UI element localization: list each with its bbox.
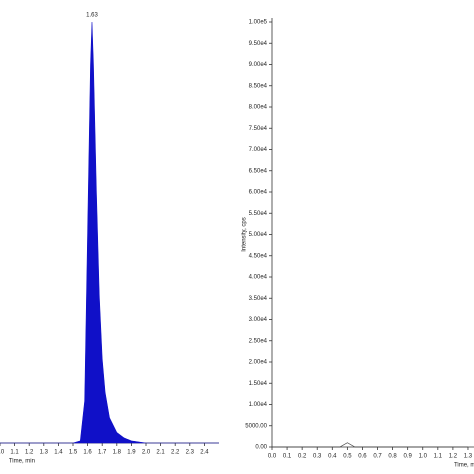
x-tick-label: 2.4 xyxy=(200,450,209,456)
y-tick-label: 9.50e4 xyxy=(249,41,268,47)
x-tick-label: 0.7 xyxy=(373,454,382,460)
x-tick-label: 2.3 xyxy=(186,450,195,456)
y-tick-label: 6.00e4 xyxy=(249,190,268,196)
y-tick-label: 8.00e4 xyxy=(249,105,268,111)
x-axis-label: Time, min xyxy=(9,459,35,465)
y-tick-label: 1.00e4 xyxy=(249,402,268,408)
x-tick-label: 0.5 xyxy=(343,454,352,460)
x-tick-label: 0.6 xyxy=(358,454,367,460)
y-tick-label: 2.50e4 xyxy=(249,338,268,344)
x-tick-label: 0.9 xyxy=(403,454,412,460)
y-tick-label: 3.00e4 xyxy=(249,317,268,323)
peak-label: 1.63 xyxy=(86,13,98,19)
y-tick-label: 8.50e4 xyxy=(249,83,268,89)
trace-line xyxy=(272,442,468,448)
x-tick-label: 0.4 xyxy=(328,454,337,460)
y-tick-label: 6.50e4 xyxy=(249,168,268,174)
y-tick-label: 4.00e4 xyxy=(249,275,268,281)
x-tick-label: 1.5 xyxy=(69,450,78,456)
x-tick-label: 1.2 xyxy=(25,450,34,456)
y-tick-label: 1.50e4 xyxy=(249,381,268,387)
y-tick-label: 5000.00 xyxy=(245,423,267,429)
y-tick-label: 1.00e5 xyxy=(249,20,268,26)
y-tick-label: 3.50e4 xyxy=(249,296,268,302)
y-tick-label: 7.00e4 xyxy=(249,147,268,153)
x-tick-label: 1.1 xyxy=(10,450,19,456)
x-tick-label: 0.3 xyxy=(313,454,322,460)
x-tick-label: 0.2 xyxy=(298,454,307,460)
x-tick-label: 0.0 xyxy=(268,454,277,460)
x-tick-label: 1.4 xyxy=(54,450,63,456)
x-tick-label: 1.3 xyxy=(40,450,49,456)
x-tick-label: 1.0 xyxy=(419,454,428,460)
x-tick-label: 0.8 xyxy=(388,454,397,460)
x-tick-label: 1.2 xyxy=(449,454,458,460)
x-tick-label: 1.8 xyxy=(113,450,122,456)
x-tick-label: 1.6 xyxy=(83,450,92,456)
x-tick-label: 1.7 xyxy=(98,450,107,456)
y-axis-label: Intensity, cps xyxy=(242,217,248,252)
y-tick-label: 0.00 xyxy=(255,445,267,451)
y-tick-label: 9.00e4 xyxy=(249,62,268,68)
y-tick-label: 4.50e4 xyxy=(249,253,268,259)
peak-area xyxy=(0,21,219,444)
y-tick-label: 7.50e4 xyxy=(249,126,268,132)
x-tick-label: 1.0 xyxy=(0,450,5,456)
x-tick-label: 2.2 xyxy=(171,450,180,456)
y-tick-label: 2.00e4 xyxy=(249,360,268,366)
y-tick-label: 5.50e4 xyxy=(249,211,268,217)
x-tick-label: 1.3 xyxy=(464,454,473,460)
x-tick-label: 2.1 xyxy=(156,450,165,456)
x-tick-label: 2.0 xyxy=(142,450,151,456)
x-tick-label: 1.1 xyxy=(434,454,443,460)
x-axis-label: Time, min xyxy=(454,463,474,469)
x-tick-label: 0.1 xyxy=(283,454,292,460)
y-tick-label: 5.00e4 xyxy=(249,232,268,238)
x-tick-label: 1.9 xyxy=(127,450,136,456)
